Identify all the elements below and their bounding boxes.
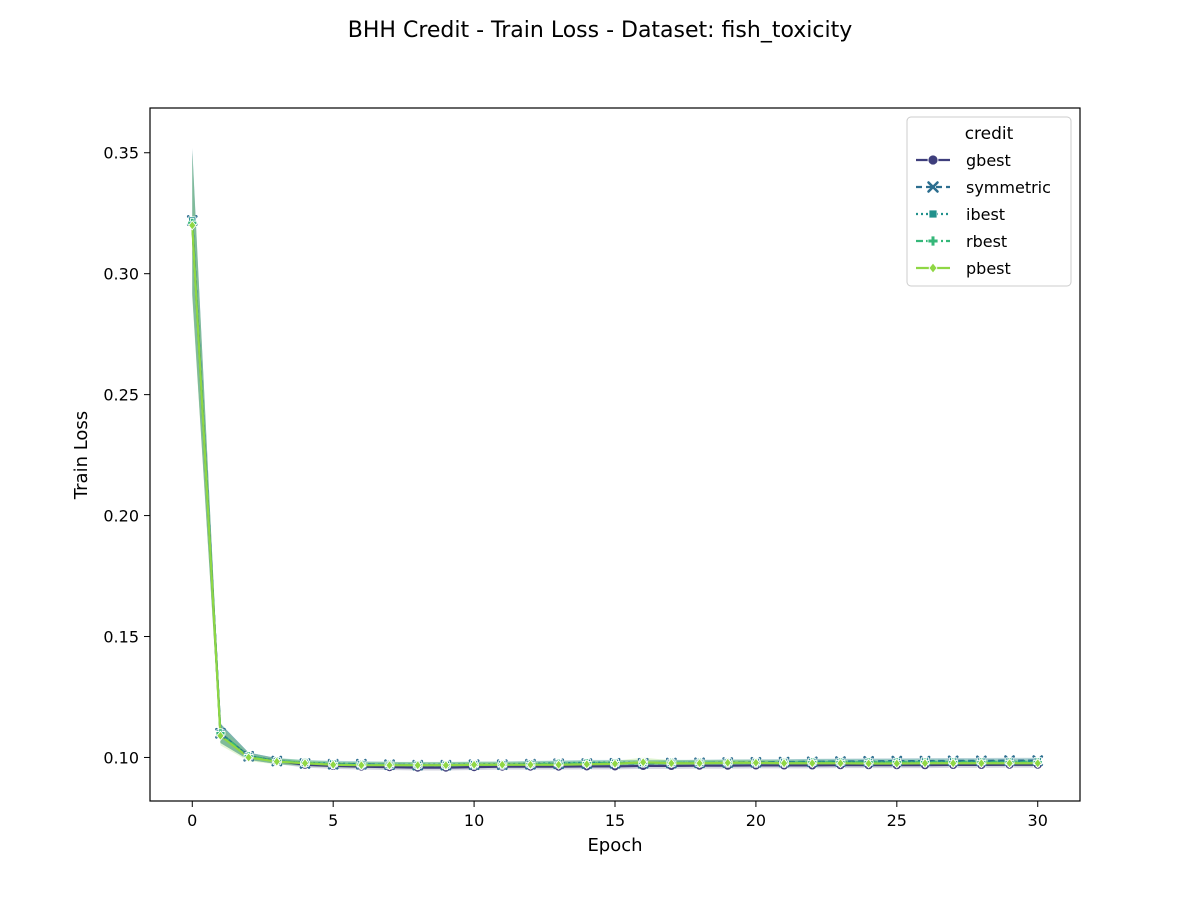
x-tick-label: 25 — [887, 811, 907, 830]
y-axis-ticks: 0.10 0.15 0.20 0.25 0.30 0.35 — [103, 144, 150, 767]
data-point-marker — [808, 758, 817, 769]
series-markers — [186, 215, 1044, 773]
chart-title: BHH Credit - Train Loss - Dataset: fish_… — [348, 18, 852, 43]
data-point-marker — [413, 760, 422, 771]
data-point-marker — [639, 757, 648, 768]
legend-item: gbest — [916, 151, 1011, 170]
legend-label: ibest — [966, 205, 1005, 224]
legend-label: gbest — [966, 151, 1011, 170]
legend-label: pbest — [966, 259, 1011, 278]
data-point-marker — [498, 759, 507, 770]
data-point-marker — [695, 758, 704, 769]
legend-label: symmetric — [966, 178, 1051, 197]
data-point-marker — [751, 757, 761, 768]
legend-item: symmetric — [916, 178, 1051, 197]
legend: credit gbest symmetric ibest rbest pbest — [906, 116, 1072, 287]
x-tick-label: 5 — [328, 811, 338, 830]
y-tick-label: 0.25 — [103, 386, 139, 405]
y-tick-label: 0.10 — [103, 748, 139, 767]
data-point-marker — [836, 758, 845, 769]
data-point-marker — [216, 730, 225, 741]
y-tick-label: 0.35 — [103, 144, 139, 163]
y-tick-label: 0.20 — [103, 507, 139, 526]
data-point-marker — [469, 759, 479, 770]
data-point-marker — [526, 759, 535, 770]
data-point-marker — [928, 209, 938, 219]
data-point-marker — [1033, 758, 1042, 769]
data-point-marker — [357, 760, 366, 771]
data-point-marker — [1005, 758, 1014, 769]
legend-label: rbest — [966, 232, 1007, 251]
data-point-marker — [329, 759, 338, 770]
y-tick-label: 0.30 — [103, 265, 139, 284]
data-point-marker — [272, 756, 281, 767]
data-point-marker — [892, 758, 901, 769]
data-point-marker — [927, 154, 939, 166]
data-point-marker — [949, 758, 958, 769]
data-point-marker — [927, 181, 939, 193]
data-point-marker — [928, 262, 938, 274]
legend-title: credit — [965, 124, 1014, 144]
data-point-marker — [582, 759, 591, 770]
legend-item: rbest — [916, 232, 1007, 251]
data-point-marker — [723, 757, 732, 768]
y-axis-label: Train Loss — [71, 411, 92, 500]
data-point-marker — [779, 758, 789, 769]
data-point-marker — [927, 235, 939, 247]
x-axis-label: Epoch — [587, 835, 642, 856]
data-point-marker — [554, 759, 563, 770]
x-tick-label: 10 — [464, 811, 484, 830]
x-axis-ticks: 0 5 10 15 20 25 30 — [187, 801, 1048, 830]
x-tick-label: 0 — [187, 811, 197, 830]
data-point-marker — [667, 758, 676, 769]
data-point-marker — [188, 220, 197, 231]
data-point-marker — [244, 752, 253, 763]
legend-item: ibest — [916, 205, 1005, 224]
data-point-marker — [441, 760, 451, 771]
legend-items: gbest symmetric ibest rbest pbest — [916, 151, 1051, 278]
data-point-marker — [300, 758, 310, 769]
x-tick-label: 30 — [1028, 811, 1048, 830]
data-point-marker — [385, 760, 394, 771]
legend-item: pbest — [916, 259, 1011, 278]
x-tick-label: 20 — [746, 811, 766, 830]
data-point-marker — [864, 758, 873, 769]
data-point-marker — [610, 758, 620, 769]
data-point-marker — [920, 758, 930, 769]
x-tick-label: 15 — [605, 811, 625, 830]
y-tick-label: 0.15 — [103, 628, 139, 647]
data-point-marker — [977, 758, 986, 769]
